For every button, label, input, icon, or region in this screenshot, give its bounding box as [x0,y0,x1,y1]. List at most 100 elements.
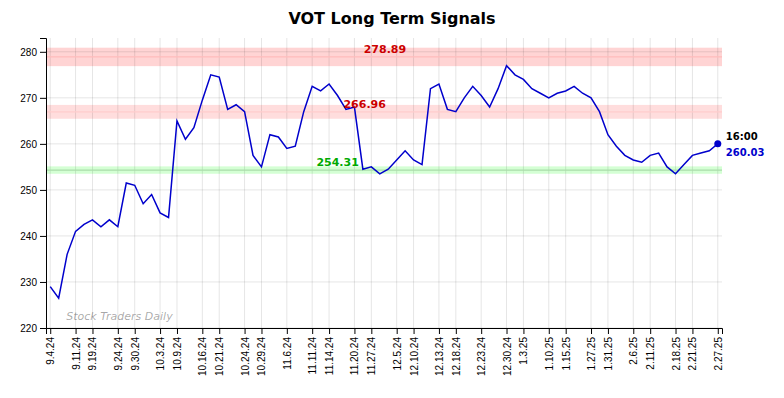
x-tick-mark [354,328,355,334]
x-tick-label: 10.9.24 [172,337,183,371]
x-tick-label: 10.29.24 [256,337,267,376]
x-tick-label: 2.6.25 [628,337,639,365]
x-tick: 10.9.24 [172,328,183,370]
grid-line-x [607,38,608,328]
grid-line-x [565,38,566,328]
annotations: Stock Traders Daily278.89266.96254.3116:… [66,43,764,323]
watermark: Stock Traders Daily [66,310,173,323]
grid-line-x [354,38,355,328]
grid-line-x [591,38,592,328]
band-label: 278.89 [364,43,406,56]
x-tick-mark [219,328,220,334]
price-line [50,66,718,298]
x-tick-mark [76,328,77,334]
grid-line-y [46,328,722,329]
y-tick: 230 [20,277,46,288]
y-tick: 240 [20,231,46,242]
x-tick-mark [591,328,592,334]
x-tick-mark [507,328,508,334]
x-tick-label: 10.3.24 [155,337,166,371]
x-tick: 12.18.24 [451,328,462,376]
grid-line-x [75,38,76,328]
grid-line-x [329,38,330,328]
x-tick: 10.24.24 [240,328,251,376]
y-tick-label: 260 [20,139,37,150]
y-tick-mark [40,52,46,53]
x-tick-mark [135,328,136,334]
x-tick-label: 11.6.24 [282,337,293,370]
x-tick-mark [676,328,677,334]
x-tick: 12.23.24 [476,328,487,376]
x-axis: 9.4.249.11.249.19.249.24.249.30.2410.3.2… [45,328,724,376]
x-tick-label: 2.18.25 [671,337,682,371]
x-tick: 12.30.24 [502,328,513,376]
x-tick-mark [287,328,288,334]
band-line [46,111,722,112]
grid-line-x [286,38,287,328]
x-tick: 1.15.25 [561,328,572,370]
x-tick-label: 11.20.24 [349,337,360,376]
x-tick: 2.18.25 [671,328,682,370]
y-tick-label: 250 [20,185,37,196]
x-tick-label: 12.30.24 [502,337,513,376]
y-tick-label: 240 [20,231,37,242]
last-point [714,140,721,147]
plot-area [46,38,722,328]
grid-line-x [176,38,177,328]
x-tick-label: 12.10.24 [409,337,420,376]
x-tick-label: 10.24.24 [240,337,251,376]
x-tick-label: 2.27.25 [713,337,724,371]
x-tick-mark [549,328,550,334]
x-tick-mark [245,328,246,334]
grid-line-x [371,38,372,328]
grid-line-x [548,38,549,328]
x-tick-label: 2.21.25 [687,337,698,371]
band-label: 266.96 [343,98,386,111]
grid-line-x [92,38,93,328]
y-tick-mark [40,236,46,237]
grid-line-x [675,38,676,328]
y-tick-mark [40,98,46,99]
grid-line-x [117,38,118,328]
grid-line-x [633,38,634,328]
x-tick-mark [608,328,609,334]
x-tick: 12.13.24 [434,328,445,376]
x-tick-label: 10.16.24 [197,337,208,376]
x-tick-label: 9.11.24 [71,337,82,370]
grid-line-y [46,189,722,190]
grid-line-x [312,38,313,328]
grid-line-x [50,38,51,328]
x-tick-mark [329,328,330,334]
y-tick-mark [40,282,46,283]
title: VOT Long Term Signals [288,9,495,28]
y-tick-label: 220 [20,323,37,334]
y-tick-label: 270 [20,93,37,104]
x-tick: 1.3.25 [518,328,529,365]
grid-line-x [134,38,135,328]
last-time: 16:00 [726,131,758,142]
grid-line-x [438,38,439,328]
x-tick: 2.6.25 [628,328,639,365]
x-tick-mark [481,328,482,334]
x-tick: 11.14.24 [324,328,335,375]
grid-line-x [219,38,220,328]
x-tick: 11.6.24 [282,328,293,370]
x-tick-label: 1.15.25 [561,337,572,371]
y-tick-label: 280 [20,47,37,58]
x-tick-label: 12.23.24 [476,337,487,376]
grid-line-x [692,38,693,328]
y-tick: 280 [20,47,46,58]
grid-line-y [46,235,722,236]
x-tick: 9.4.24 [45,328,56,365]
last-price: 260.03 [726,147,765,158]
band-line [46,169,722,170]
grid-line-x [455,38,456,328]
y-tick: 250 [20,185,46,196]
grid-line-x [202,38,203,328]
x-axis-line [47,329,723,335]
x-tick-label: 12.18.24 [451,337,462,376]
grid-line-y [46,281,722,282]
x-tick-mark [92,328,93,334]
x-tick: 12.5.24 [392,328,403,370]
x-tick: 9.11.24 [71,328,82,370]
